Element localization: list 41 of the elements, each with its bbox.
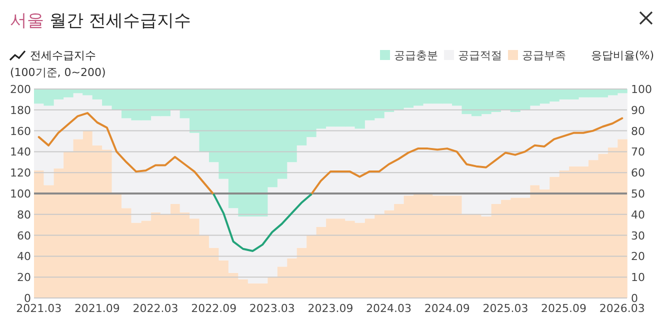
y2-tick-label: 30: [631, 229, 645, 242]
y-axis-title: 전세수급지수: [30, 49, 96, 62]
y2-tick-label: 70: [631, 146, 645, 159]
y-tick-label: 0: [24, 292, 31, 305]
y2-tick-label: 40: [631, 208, 645, 222]
y-tick-label: 120: [10, 166, 31, 180]
y-tick-label: 100: [10, 188, 31, 200]
x-tick-label: 2021.03: [16, 302, 62, 315]
y-tick-label: 40: [17, 250, 31, 264]
x-tick-label: 2025.03: [482, 302, 528, 315]
line-series: [212, 194, 312, 252]
y-tick-label: 20: [17, 271, 31, 284]
y-tick-label: 180: [10, 104, 31, 117]
y2-tick-label: 60: [631, 166, 645, 180]
x-tick-label: 2026.03: [599, 302, 645, 315]
y2-tick-label: 100: [631, 83, 652, 96]
text: (100기준, 0~200): [10, 66, 106, 79]
x-tick-label: 2022.09: [191, 302, 237, 315]
y-tick-label: 140: [10, 146, 31, 159]
x-tick-label: 2025.09: [541, 302, 587, 315]
x-tick-label: 2024.09: [424, 302, 470, 315]
legend-label: 공급부족: [522, 49, 566, 62]
legend-label: 공급적절: [458, 49, 502, 62]
y2-tick-label: 0: [631, 292, 638, 305]
y2-tick-label: 90: [631, 104, 645, 117]
chart-title: 서울 월간 전세수급지수: [10, 11, 191, 31]
y2-tick-label: 20: [631, 250, 645, 264]
y-tick-label: 80: [17, 208, 31, 222]
legend-label: 공급충분: [394, 49, 438, 62]
y2-axis-title: 응답비율(%): [590, 49, 654, 62]
y-tick-label: 160: [10, 124, 31, 138]
y-tick-label: 200: [10, 83, 31, 96]
x-tick-label: 2021.09: [74, 302, 120, 315]
x-tick-label: 2024.03: [366, 302, 412, 315]
y2-tick-label: 50: [631, 188, 645, 200]
x-tick-label: 2023.09: [308, 302, 354, 315]
y2-tick-label: 10: [631, 271, 645, 284]
y2-tick-label: 80: [631, 124, 645, 138]
x-tick-label: 2023.03: [249, 302, 295, 315]
y-tick-label: 60: [17, 229, 31, 242]
x-tick-label: 2022.03: [132, 302, 178, 315]
